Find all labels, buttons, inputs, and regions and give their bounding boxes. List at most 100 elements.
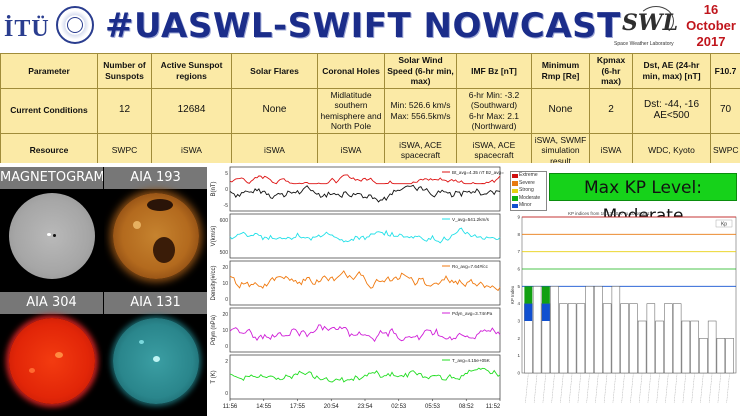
kp-x-tick <box>673 372 678 404</box>
conditions-table-wrap: Parameter Number of Sunspots Active Suns… <box>0 53 740 168</box>
legend-swatch <box>512 196 518 201</box>
header-cell: Coronal Holes <box>317 53 385 89</box>
panel-legend: Bt_avg=4.35 nT Bz_avg=-0.12 nT <box>452 170 504 175</box>
table-cell: 12 <box>97 87 152 134</box>
magnetogram-panel: MAGNETOGRAM <box>0 167 103 291</box>
kp-bar <box>559 303 568 374</box>
table-cell: None <box>531 87 590 134</box>
header-cell: Parameter <box>0 53 98 89</box>
kp-x-tick <box>700 372 704 404</box>
header-cell: Active Sunspot regions <box>151 53 232 89</box>
table-row: Resource SWPC iSWA iSWA iSWA iSWA, ACE s… <box>0 132 740 168</box>
date-display: 16 October 2017 <box>683 2 739 50</box>
kp-x-tick <box>665 372 669 404</box>
kp-x-tick <box>691 372 695 404</box>
kp-ytick: 0 <box>517 371 520 376</box>
date-year: 2017 <box>696 34 726 49</box>
conditions-table: Parameter Number of Sunspots Active Suns… <box>0 53 740 168</box>
kp-x-tick <box>551 372 555 404</box>
kp-bar <box>716 338 726 374</box>
magnetogram-image <box>9 193 95 279</box>
kp-x-tick <box>717 372 722 404</box>
panel-ytick: 20 <box>222 312 228 318</box>
panel-ytick: 10 <box>222 281 228 287</box>
aia-131-image <box>113 318 199 404</box>
legend-swatch <box>512 181 518 186</box>
legend-item: Strong <box>511 187 546 195</box>
panel-ytick: 600 <box>220 218 229 224</box>
kp-x-tick <box>621 372 625 404</box>
panel-label: AIA 131 <box>104 292 207 314</box>
kp-x-tick <box>612 372 617 404</box>
header-cell: Solar Flares <box>231 53 318 89</box>
kp-bar <box>629 303 638 374</box>
panel-legend: V_avg=541.2km/s <box>452 217 490 222</box>
plot-panel-frame <box>229 260 501 306</box>
legend-label: Extreme <box>519 172 538 178</box>
legend-label: Minor <box>519 202 532 209</box>
header-cell: Kpmax (6-hr max) <box>589 53 633 89</box>
kp-x-tick <box>656 372 660 404</box>
kp-x-tick <box>568 372 573 404</box>
legend-swatch <box>512 173 518 178</box>
series-line <box>229 367 501 383</box>
swl-logo-subtitle: Space Weather Laboratory <box>614 41 674 47</box>
kp-bar <box>725 338 734 374</box>
panel-ytick: 0 <box>225 187 228 193</box>
x-tick-label: 11:56 <box>223 404 238 410</box>
plot-panel-frame <box>229 354 501 400</box>
panel-label: MAGNETOGRAM <box>0 167 103 189</box>
swl-arc-icon <box>638 6 674 36</box>
kp-x-tick <box>525 372 529 404</box>
panel-label: AIA 304 <box>0 292 103 314</box>
kp-bar-highlight-low <box>541 303 550 321</box>
table-cell: iSWA <box>151 132 232 168</box>
plot-panel-frame <box>229 307 501 353</box>
kp-bar-highlight-low <box>524 303 533 321</box>
panel-ytick: 500 <box>220 250 229 256</box>
dst-value: Dst: -44, -16 <box>643 99 700 110</box>
kp-bar <box>576 303 586 374</box>
panel-ylabel: T (K) <box>211 370 217 383</box>
kp-x-tick <box>560 372 564 404</box>
table-cell: 2 <box>589 87 633 134</box>
kp-bar <box>620 303 629 374</box>
legend-swatch <box>512 188 518 194</box>
x-tick-label: 05:53 <box>425 404 441 410</box>
kp-bar <box>602 303 612 374</box>
aia-304-panel: AIA 304 <box>0 292 103 416</box>
kp-subtitle: KP indices from 10.13.2017 to 10.16.2017 <box>568 211 652 216</box>
x-tick-label: 14:55 <box>256 404 272 410</box>
legend-item: Severe <box>511 180 546 188</box>
table-cell: 12684 <box>151 87 232 134</box>
kp-legend: Extreme Severe Strong Moderate Minor <box>510 171 547 211</box>
plot-panel-frame <box>229 166 501 212</box>
legend-label: Severe <box>519 179 535 186</box>
kp-x-tick <box>726 372 730 404</box>
panel-legend: Ro_avg=7.64#/cc <box>452 264 489 269</box>
itu-logo: İTÜ <box>4 16 50 42</box>
kp-bar <box>637 320 647 374</box>
panel-ytick: 0 <box>225 297 228 303</box>
kp-bar <box>672 303 682 374</box>
table-cell: Midlatitude southern hemisphere and Nort… <box>317 87 385 134</box>
solar-wind-plot: B(nT) 5 0 -5 Bt_avg=4.35 nT Bz_avg=-0.12 nT V… <box>208 163 504 416</box>
kp-bar <box>655 320 664 374</box>
row-label: Current Conditions <box>0 87 98 134</box>
panel-ytick: 10 <box>222 328 228 334</box>
kp-bar <box>664 303 673 374</box>
kp-level-banner: Max KP Level: Moderate <box>549 173 737 226</box>
panel-legend: T_avg=4.15e+05K <box>452 358 491 363</box>
kp-x-tick <box>682 372 687 404</box>
panel-ytick: 2 <box>225 359 228 365</box>
imf-max: 6-hr Max: 2.1 (Northward) <box>468 110 520 132</box>
aia-193-panel: AIA 193 <box>104 167 207 291</box>
kp-ylabel: KP Index <box>510 285 515 304</box>
kp-x-tick <box>647 372 652 404</box>
panel-ytick: 0 <box>225 391 228 397</box>
row-label: Resource <box>0 132 98 168</box>
kp-ytick: 7 <box>517 249 520 254</box>
header-cell: F10.7 <box>710 53 740 89</box>
panel-ytick: 0 <box>225 344 228 350</box>
kp-bar <box>690 320 699 374</box>
